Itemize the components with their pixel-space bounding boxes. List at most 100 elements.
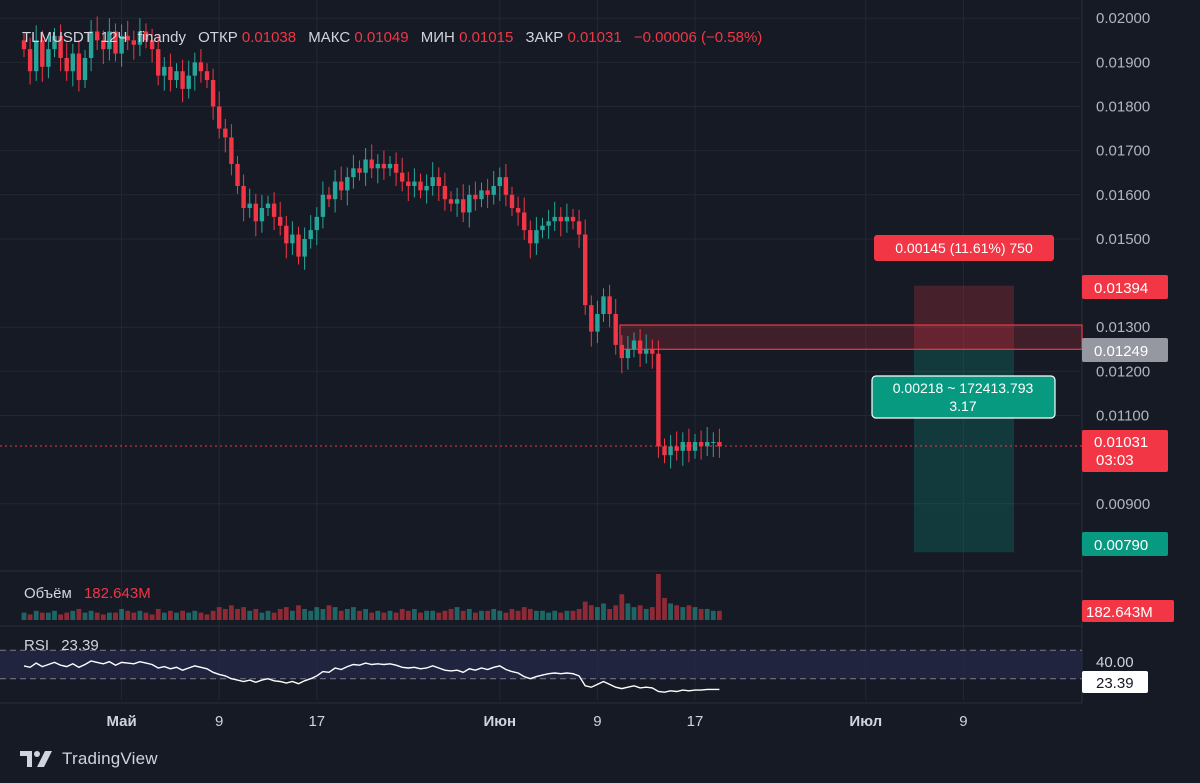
candle-body (64, 57, 69, 72)
volume-bar (393, 612, 399, 620)
volume-bar (94, 612, 100, 620)
candle-body (198, 62, 204, 72)
volume-bar (375, 610, 381, 620)
volume-bar (503, 612, 509, 620)
volume-bar (155, 608, 161, 620)
candle-body (186, 75, 191, 89)
candle-body (82, 57, 88, 81)
time-axis-label: Июл (849, 713, 882, 730)
volume-bar (613, 605, 619, 620)
volume-bar (107, 612, 112, 620)
candle-body (76, 53, 82, 81)
candle-body (473, 194, 478, 200)
volume-bar (527, 608, 533, 620)
candle-body (503, 177, 509, 195)
candle-body (70, 53, 75, 72)
volume-bar (296, 605, 301, 620)
candle-body (607, 296, 612, 314)
volume-bar (253, 608, 259, 620)
volume-bar (607, 608, 612, 620)
volume-bar (631, 607, 637, 620)
time-axis-label: Май (106, 713, 136, 730)
volume-bars (21, 574, 722, 620)
candle-body (656, 353, 661, 447)
volume-bar (515, 610, 521, 620)
volume-bar (186, 612, 192, 620)
volume-bar (680, 607, 686, 620)
volume-bar (113, 612, 118, 620)
time-axis-label: 9 (593, 713, 601, 730)
volume-bar (387, 610, 393, 620)
legend-close-label: ЗАКР (525, 29, 563, 46)
zones-layer (619, 285, 1083, 553)
candle-body (595, 313, 600, 332)
legend-high: 0.01049 (354, 29, 408, 46)
candle-body (387, 163, 393, 169)
rsi-band (0, 650, 1082, 679)
volume-bar (338, 610, 344, 620)
risk-label-line1: 0.00218 ~ 172413.793 (893, 380, 1034, 396)
legend-low: 0.01015 (459, 29, 513, 46)
volume-bar (277, 608, 283, 620)
volume-bar (601, 603, 606, 620)
stop-badge: 0.00790 (1082, 532, 1168, 556)
candle-body (223, 128, 228, 138)
candle-body (52, 35, 57, 50)
volume-bar (27, 614, 33, 620)
volume-bar (326, 605, 332, 620)
volume-bar (534, 610, 539, 620)
volume-bar (424, 610, 429, 620)
price-axis[interactable]: 0.02000 0.01900 0.01800 0.01700 0.01600 0.015… (1096, 10, 1150, 513)
candle-body (40, 40, 45, 67)
volume-bar (442, 610, 448, 620)
price-axis-label: 0.01800 (1096, 99, 1150, 116)
candle-body (137, 31, 143, 45)
volume-legend: Объём 182.643M (24, 585, 151, 602)
candle-body (308, 230, 313, 239)
volume-bar (283, 607, 289, 620)
volume-bar (448, 608, 454, 620)
volume-bar (70, 610, 76, 620)
risk-label[interactable]: 0.00218 ~ 172413.793 3.17 (871, 375, 1056, 419)
volume-legend-value: 182.643M (84, 585, 151, 602)
candle-body (589, 305, 594, 332)
volume-bar (198, 612, 204, 620)
legend-open-label: ОТКР (198, 29, 238, 46)
volume-bar (668, 603, 673, 620)
tradingview-logo-text: TradingView (62, 749, 158, 768)
price-axis-label: 0.01500 (1096, 231, 1150, 248)
candle-body (705, 441, 710, 447)
price-chart[interactable]: 0.02000 0.01900 0.01800 0.01700 0.01600 0.015… (0, 0, 1200, 740)
volume-bar (265, 610, 271, 620)
candle-body (479, 190, 484, 200)
candle-body (546, 221, 551, 226)
candles (21, 16, 722, 469)
volume-bar (454, 607, 460, 620)
candle-body (686, 441, 692, 451)
target-badge-text: 0.01394 (1094, 280, 1148, 297)
volume-bar (546, 612, 551, 620)
volume-bar (576, 608, 582, 620)
volume-bar (88, 610, 94, 620)
candle-body (107, 31, 112, 50)
volume-bar (351, 607, 356, 620)
volume-bar (412, 608, 417, 620)
candle-body (424, 185, 429, 191)
candle-body (601, 296, 606, 314)
candle-body (320, 194, 326, 217)
candle-body (680, 441, 685, 451)
price-axis-label: 0.00900 (1096, 496, 1150, 513)
candle-body (265, 203, 271, 209)
volume-bar (137, 610, 143, 620)
volume-bar (564, 610, 570, 620)
volume-bar (235, 608, 240, 620)
profit-label[interactable]: 0.00145 (11.61%) 750 (874, 235, 1054, 261)
tradingview-logo[interactable]: TradingView (20, 749, 158, 769)
target-badge: 0.01394 (1082, 275, 1168, 299)
time-axis[interactable]: Май 9 17 Июн 9 17 Июл 9 (106, 713, 967, 730)
candle-body (247, 203, 252, 209)
volume-bar (271, 612, 277, 620)
candle-body (174, 71, 179, 81)
volume-bar (229, 605, 234, 620)
entry-badge-text: 0.01249 (1094, 343, 1148, 360)
